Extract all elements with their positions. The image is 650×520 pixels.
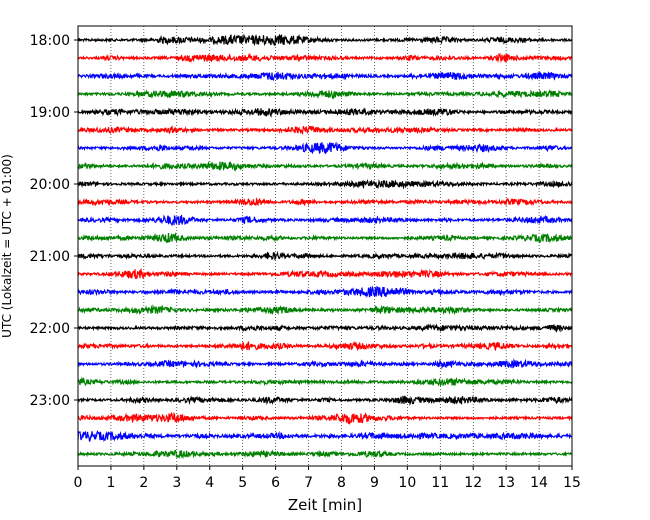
y-tick-label-2: 20:00 (30, 177, 70, 193)
trace-2015 (77, 197, 573, 207)
trace-1900 (77, 107, 573, 118)
trace-1845 (77, 89, 573, 100)
trace-1930 (77, 141, 573, 155)
x-tick-label-5: 5 (238, 475, 247, 491)
y-tick-label-5: 23:00 (30, 393, 70, 409)
y-tick-label-3: 21:00 (30, 249, 70, 265)
x-tick-label-3: 3 (172, 475, 181, 491)
x-tick-label-14: 14 (530, 475, 548, 491)
trace-2045 (77, 232, 573, 244)
x-tick-label-12: 12 (464, 475, 482, 491)
trace-2000 (77, 179, 573, 190)
y-axis-ticks: 18:00 19:00 20:00 21:00 22:00 23:00 (30, 33, 78, 409)
x-axis-label: Zeit [min] (288, 496, 362, 514)
trace-2300 (77, 395, 573, 406)
trace-2200 (77, 323, 573, 333)
x-tick-label-8: 8 (337, 475, 346, 491)
x-tick-label-13: 13 (497, 475, 515, 491)
trace-2100 (77, 250, 573, 261)
y-tick-label-0: 18:00 (30, 33, 70, 49)
trace-2030 (77, 214, 573, 227)
trace-2130 (77, 285, 573, 299)
trace-1945 (77, 160, 573, 172)
y-tick-label-4: 22:00 (30, 321, 70, 337)
y-tick-label-1: 19:00 (30, 105, 70, 121)
x-tick-label-2: 2 (139, 475, 148, 491)
trace-1800 (77, 33, 573, 47)
trace-2145 (77, 304, 573, 316)
trace-2315 (77, 411, 573, 425)
y-axis-label: UTC (Lokalzeit = UTC + 01:00) (0, 154, 14, 338)
x-tick-label-9: 9 (370, 475, 379, 491)
x-tick-label-11: 11 (431, 475, 449, 491)
x-tick-label-6: 6 (271, 475, 280, 491)
trace-1815 (77, 52, 573, 64)
trace-2115 (77, 268, 573, 280)
x-axis-ticks: 0 1 2 3 4 5 6 7 8 9 10 11 12 13 14 15 (74, 466, 581, 491)
plot-frame (77, 25, 573, 467)
x-tick-label-4: 4 (205, 475, 214, 491)
trace-2245 (77, 376, 573, 388)
seismic-traces (77, 33, 573, 460)
x-tick-label-0: 0 (74, 475, 83, 491)
x-tick-label-7: 7 (304, 475, 313, 491)
x-tick-label-1: 1 (106, 475, 115, 491)
x-tick-label-15: 15 (563, 475, 581, 491)
trace-1830 (77, 71, 573, 82)
grid-lines (110, 26, 540, 466)
trace-2345 (77, 449, 573, 460)
trace-2330 (77, 429, 573, 443)
trace-2230 (77, 358, 573, 370)
x-tick-label-10: 10 (398, 475, 416, 491)
trace-2215 (77, 340, 573, 352)
trace-1915 (77, 125, 573, 135)
